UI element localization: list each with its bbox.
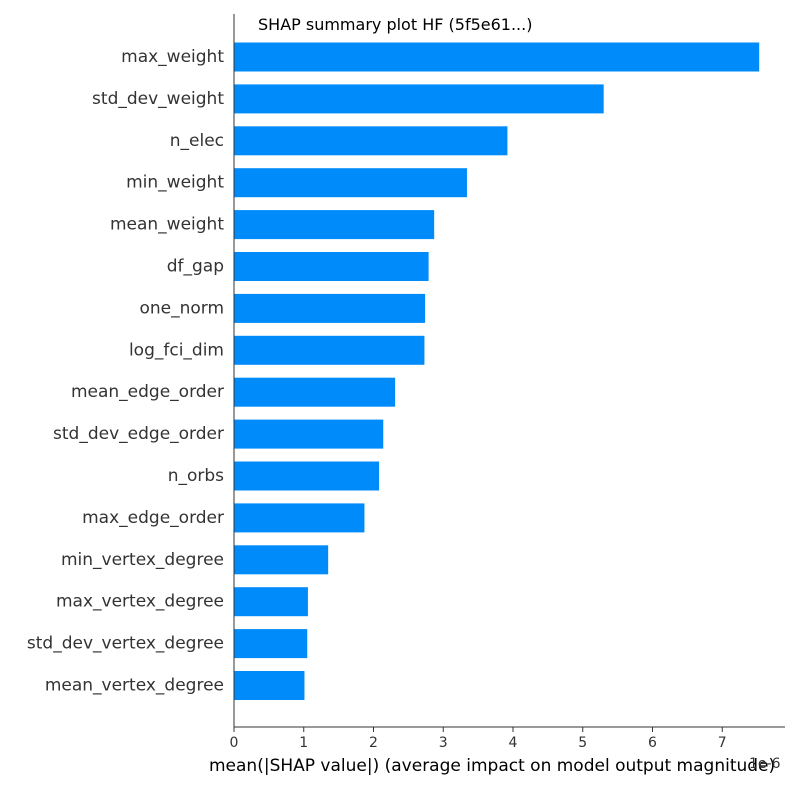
category-labels: max_weight std_dev_weight n_elec min_weight… <box>27 47 224 696</box>
bar-max-edge-order <box>234 503 365 533</box>
bar-max-vertex-degree <box>234 587 308 617</box>
category-label: std_dev_weight <box>92 89 224 109</box>
bar-min-vertex-degree <box>234 545 329 575</box>
axes <box>233 14 785 728</box>
x-tick-label: 2 <box>369 735 378 751</box>
category-label: df_gap <box>167 257 224 277</box>
bar-df-gap <box>234 252 429 281</box>
bar-mean-edge-order <box>234 377 396 407</box>
bar-mean-weight <box>234 210 435 240</box>
category-label: n_orbs <box>168 466 224 486</box>
x-tick-label: 4 <box>509 735 518 751</box>
category-label: mean_vertex_degree <box>45 676 224 696</box>
bar-n-elec <box>234 126 508 156</box>
bar-std-dev-weight <box>234 84 604 114</box>
category-label: max_weight <box>121 47 224 67</box>
category-label: log_fci_dim <box>129 340 224 360</box>
chart-title: SHAP summary plot HF (5f5e61...) <box>258 15 532 34</box>
category-label: one_norm <box>139 298 224 318</box>
bar-std-dev-vertex-degree <box>234 629 308 659</box>
x-tick-label: 6 <box>648 735 657 751</box>
category-label: mean_weight <box>110 215 224 235</box>
x-ticks: 0 1 2 3 4 5 6 7 <box>230 727 727 751</box>
x-axis-label: mean(|SHAP value|) (average impact on mo… <box>209 756 775 776</box>
x-tick-label: 3 <box>439 735 448 751</box>
bar-one-norm <box>234 293 426 323</box>
category-label: min_weight <box>126 173 224 193</box>
x-tick-label: 5 <box>578 735 587 751</box>
bar-log-fci-dim <box>234 335 425 365</box>
x-tick-label: 1 <box>299 735 308 751</box>
bar-std-dev-edge-order <box>234 419 384 449</box>
bar-max-weight <box>234 42 760 72</box>
category-label: n_elec <box>170 131 224 151</box>
category-label: max_edge_order <box>82 508 224 528</box>
bar-mean-vertex-degree <box>234 671 305 700</box>
category-label: std_dev_vertex_degree <box>27 634 224 654</box>
bar-n-orbs <box>234 461 380 491</box>
category-label: mean_edge_order <box>71 382 224 402</box>
x-tick-label: 0 <box>230 735 239 751</box>
x-axis-offset-text: 1e-6 <box>749 756 781 772</box>
bar-min-weight <box>234 168 467 198</box>
bars-layer <box>234 42 760 700</box>
category-label: std_dev_edge_order <box>53 424 224 444</box>
category-label: min_vertex_degree <box>61 550 224 570</box>
category-label: max_vertex_degree <box>56 592 224 612</box>
x-tick-label: 7 <box>718 735 727 751</box>
